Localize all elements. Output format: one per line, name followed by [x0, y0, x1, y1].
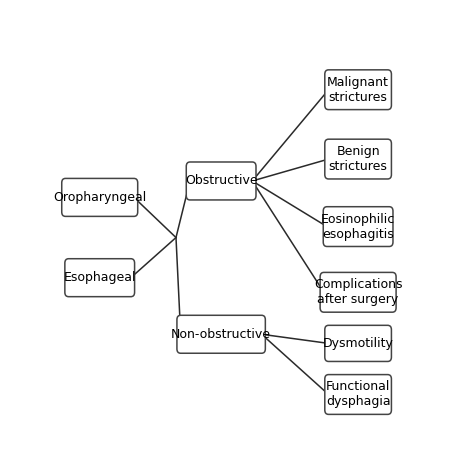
FancyBboxPatch shape — [325, 374, 392, 414]
FancyBboxPatch shape — [65, 259, 135, 297]
FancyBboxPatch shape — [325, 325, 392, 362]
FancyBboxPatch shape — [323, 207, 393, 246]
Text: Esophageal: Esophageal — [64, 271, 136, 284]
FancyBboxPatch shape — [320, 273, 396, 312]
FancyBboxPatch shape — [177, 315, 265, 353]
Text: Oropharyngeal: Oropharyngeal — [53, 191, 146, 204]
FancyBboxPatch shape — [62, 178, 138, 216]
Text: Non-obstructive: Non-obstructive — [171, 328, 271, 341]
Text: Malignant
strictures: Malignant strictures — [327, 76, 389, 104]
FancyBboxPatch shape — [186, 162, 256, 200]
Text: Obstructive: Obstructive — [185, 174, 257, 188]
Text: Benign
strictures: Benign strictures — [328, 145, 388, 173]
Text: Functional
dysphagia: Functional dysphagia — [326, 381, 391, 409]
FancyBboxPatch shape — [325, 70, 392, 109]
Text: Eosinophilic
esophagitis: Eosinophilic esophagitis — [321, 213, 395, 241]
Text: Complications
after surgery: Complications after surgery — [314, 278, 402, 306]
FancyBboxPatch shape — [325, 139, 392, 179]
Text: Dysmotility: Dysmotility — [323, 337, 393, 350]
